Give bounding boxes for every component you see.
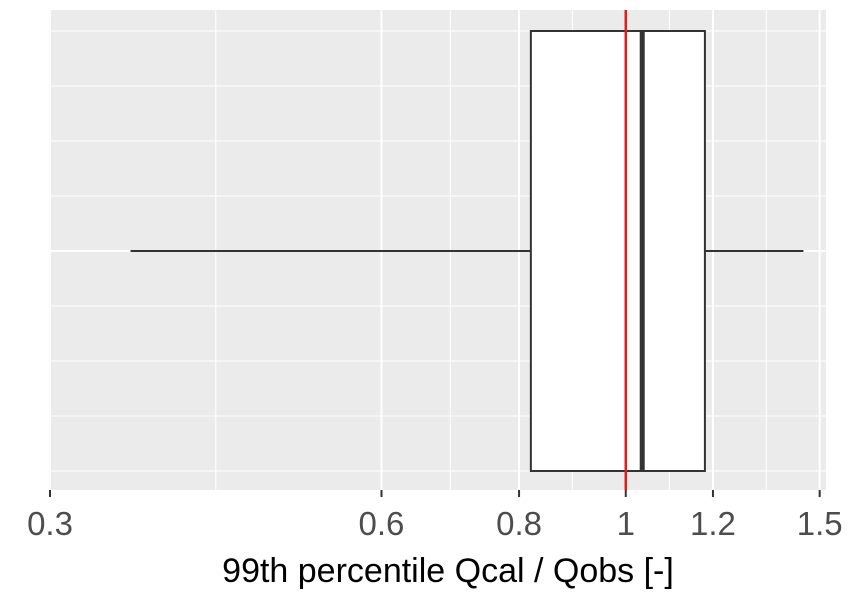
x-tick-label: 0.6 xyxy=(359,505,405,542)
x-axis: 0.3 0.6 0.8 1 1.2 1.5 xyxy=(27,490,843,542)
box xyxy=(529,30,706,472)
x-tick-label: 1 xyxy=(617,505,635,542)
x-tick-label: 0.3 xyxy=(27,505,73,542)
x-tick-label: 1.2 xyxy=(690,505,736,542)
x-tick-label: 0.8 xyxy=(496,505,542,542)
x-axis-title: 99th percentile Qcal / Qobs [-] xyxy=(222,552,674,590)
x-tick-label: 1.5 xyxy=(797,505,843,542)
box-iqr xyxy=(529,30,706,472)
